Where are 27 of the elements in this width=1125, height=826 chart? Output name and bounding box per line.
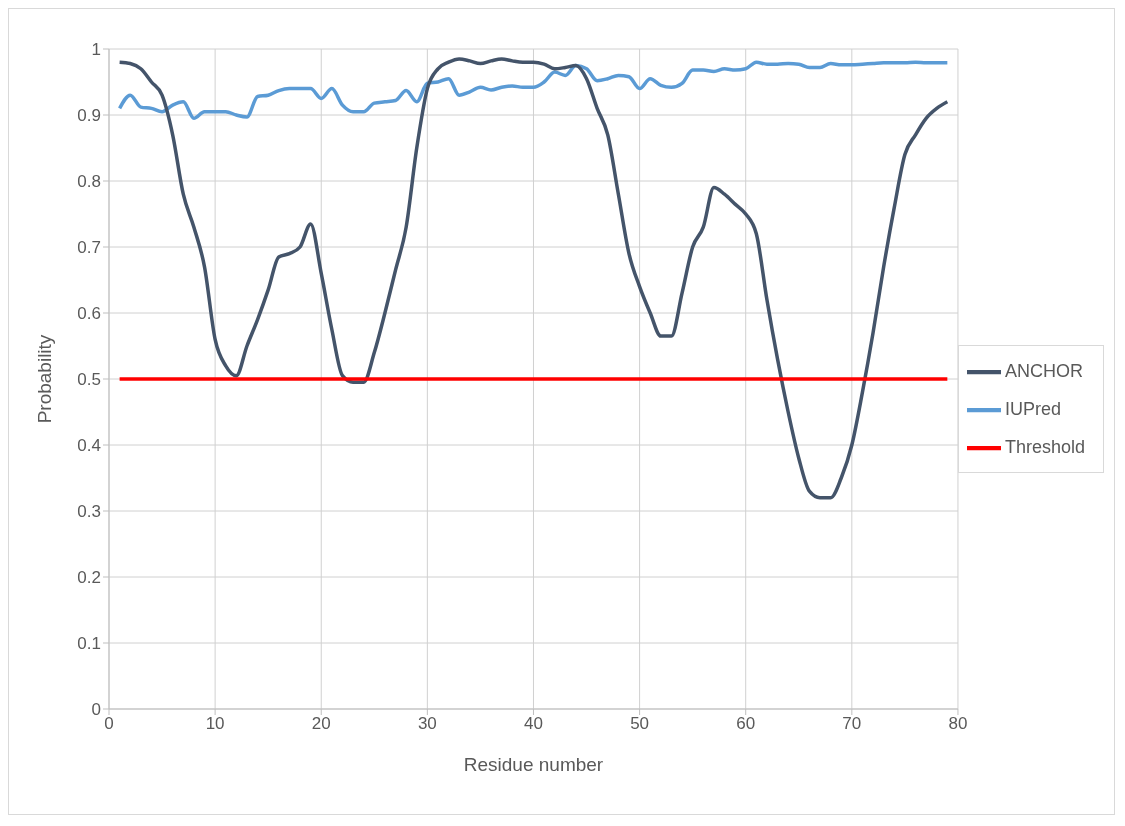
y-tick-label: 0.5	[77, 370, 101, 390]
line-series	[117, 60, 950, 121]
x-tick-label: 80	[948, 714, 968, 734]
x-tick-label: 40	[524, 714, 543, 734]
x-tick-label: 20	[311, 714, 331, 734]
x-tick-label: 70	[842, 714, 862, 734]
x-tick-label: 0	[104, 714, 114, 734]
y-tick-label: 0.6	[77, 304, 101, 324]
legend-label: Threshold	[1004, 437, 1085, 457]
y-tick-label: 0.9	[77, 106, 101, 126]
y-tick-label: 0.3	[77, 502, 101, 522]
legend-label: IUPred	[1004, 399, 1061, 419]
y-tick-label: 0.1	[77, 634, 101, 654]
x-axis-title: Residue number	[463, 754, 604, 775]
y-tick-label: 0.2	[77, 568, 101, 588]
y-tick-label: 0.4	[77, 436, 101, 456]
x-tick-label: 10	[205, 714, 225, 734]
legend-label: ANCHOR	[1004, 361, 1083, 381]
y-axis-title: Probability	[33, 334, 55, 424]
y-tick-label: 0	[91, 700, 101, 720]
line-series	[117, 57, 950, 500]
x-tick-label: 50	[630, 714, 650, 734]
x-tick-label: 60	[736, 714, 756, 734]
y-tick-label: 0.7	[77, 238, 101, 258]
x-tick-label: 30	[417, 714, 437, 734]
y-tick-label: 1	[91, 40, 101, 60]
y-tick-label: 0.8	[77, 172, 101, 192]
